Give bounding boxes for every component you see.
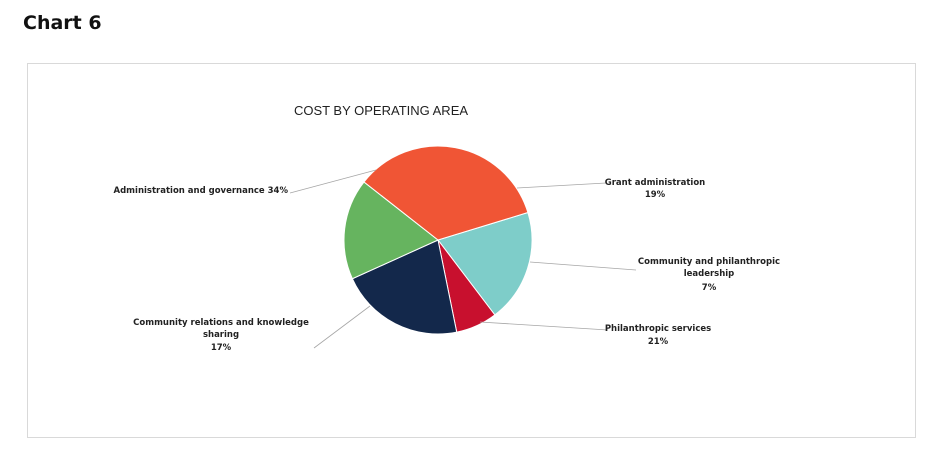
data-label: Philanthropic services [605, 324, 711, 334]
pie-slice-grant-administration [437, 211, 533, 316]
pie-slice-administration-and-governance [363, 145, 529, 241]
data-label: 17% [211, 343, 232, 353]
data-label: 19% [645, 190, 666, 200]
leader-line [529, 261, 637, 271]
leader-line [289, 169, 377, 194]
pie-slice-philanthropic-services [351, 239, 458, 335]
data-labels: Grant administration 19% Community and phi… [114, 178, 781, 353]
data-label: leadership [684, 269, 735, 279]
data-label: 7% [702, 283, 717, 293]
pie-slice-community-relations-and-knowledge-sharing [343, 181, 439, 280]
chart-title: COST BY OPERATING AREA [294, 103, 468, 118]
pie-slices [343, 145, 533, 335]
data-label: sharing [203, 330, 239, 340]
data-label: 21% [648, 337, 669, 347]
leader-lines [289, 169, 637, 349]
page-heading: Chart 6 [23, 12, 102, 34]
leader-line [516, 182, 607, 189]
leader-line [313, 305, 371, 349]
leader-line [479, 321, 609, 331]
data-label: Community and philanthropic [638, 257, 780, 267]
data-label: Administration and governance 34% [114, 186, 289, 196]
data-label: Community relations and knowledge [133, 318, 309, 328]
data-label: Grant administration [605, 178, 705, 188]
